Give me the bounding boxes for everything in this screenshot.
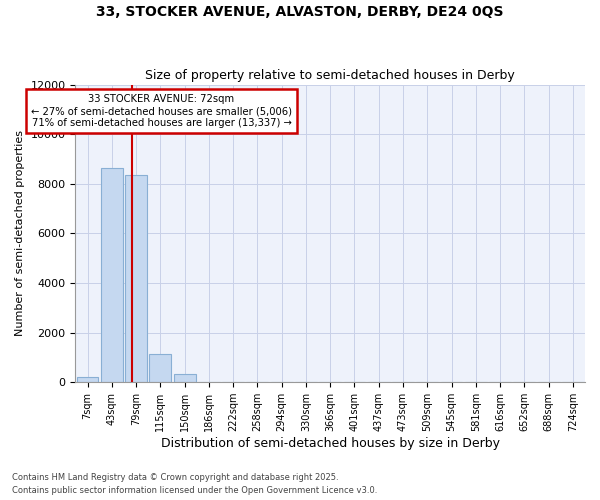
Bar xyxy=(101,168,123,382)
Bar xyxy=(149,354,171,382)
X-axis label: Distribution of semi-detached houses by size in Derby: Distribution of semi-detached houses by … xyxy=(161,437,500,450)
Text: 33, STOCKER AVENUE, ALVASTON, DERBY, DE24 0QS: 33, STOCKER AVENUE, ALVASTON, DERBY, DE2… xyxy=(96,5,504,19)
Text: 33 STOCKER AVENUE: 72sqm
← 27% of semi-detached houses are smaller (5,006)
71% o: 33 STOCKER AVENUE: 72sqm ← 27% of semi-d… xyxy=(31,94,292,128)
Bar xyxy=(125,175,147,382)
Bar xyxy=(77,378,98,382)
Text: Contains HM Land Registry data © Crown copyright and database right 2025.
Contai: Contains HM Land Registry data © Crown c… xyxy=(12,474,377,495)
Title: Size of property relative to semi-detached houses in Derby: Size of property relative to semi-detach… xyxy=(145,69,515,82)
Y-axis label: Number of semi-detached properties: Number of semi-detached properties xyxy=(15,130,25,336)
Bar xyxy=(173,374,196,382)
